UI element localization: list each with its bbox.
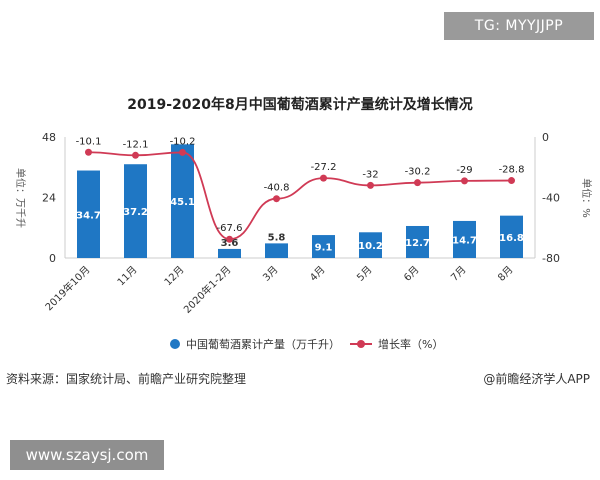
growth-point	[320, 174, 327, 182]
y-tick-label: 24	[42, 192, 56, 205]
growth-value-label: -29	[456, 165, 472, 176]
x-tick-label: 3月	[261, 264, 281, 284]
growth-point	[414, 179, 421, 187]
growth-value-label: -30.2	[405, 167, 431, 178]
bar-value-label: 12.7	[405, 238, 430, 249]
growth-line-series	[85, 148, 515, 243]
bar	[218, 248, 241, 258]
watermark-top: TG: MYYJJPP	[444, 12, 594, 40]
bar-value-label: 34.7	[76, 210, 101, 221]
y2-tick-label: -40	[542, 192, 560, 205]
x-tick-label: 4月	[308, 264, 328, 284]
chart-title: 2019-2020年8月中国葡萄酒累计产量统计及增长情况	[127, 97, 473, 113]
source-note: 资料来源：国家统计局、前瞻产业研究院整理	[6, 372, 247, 386]
legend-item-production: 中国葡萄酒累计产量（万千升）	[170, 336, 340, 352]
growth-value-label: -10.2	[170, 136, 196, 147]
x-tick-label: 12月	[162, 264, 187, 289]
bar-value-label: 14.7	[452, 235, 477, 246]
legend-label-growth: 增长率（%）	[378, 338, 444, 351]
y-tick-label: 48	[42, 131, 56, 144]
growth-line	[88, 151, 512, 241]
bar-value-label: 37.2	[123, 207, 148, 218]
growth-value-label: -32	[362, 169, 378, 180]
bar-value-label: 9.1	[315, 243, 333, 254]
data-labels: 34.7 37.2 45.1 3.6 5.8 9.1 10.2 12.7 14.7 16.8 -10…	[76, 136, 525, 253]
x-tick-label: 5月	[355, 264, 375, 284]
bar-value-label: 3.6	[221, 238, 239, 249]
bar	[406, 225, 429, 258]
x-tick-label: 2020年1-2月	[181, 263, 234, 316]
y-axis-label: 单位：万千升	[14, 168, 27, 228]
y2-tick-label: 0	[542, 131, 549, 144]
growth-value-label: -27.2	[311, 162, 337, 173]
legend-item-growth: 增长率（%）	[350, 336, 443, 352]
bar-value-label: 45.1	[170, 197, 195, 208]
y2-axis-label: 单位：%	[580, 178, 593, 218]
bar	[171, 144, 194, 258]
growth-point	[367, 181, 374, 189]
growth-point	[179, 148, 186, 156]
y-tick-label: 0	[49, 252, 56, 265]
x-tick-label: 8月	[496, 264, 516, 284]
growth-point	[132, 151, 139, 159]
growth-point	[508, 177, 515, 185]
x-tick-label: 11月	[115, 264, 140, 289]
legend-label-production: 中国葡萄酒累计产量（万千升）	[186, 338, 340, 351]
growth-value-label: -40.8	[264, 183, 290, 194]
bar-series	[77, 144, 523, 258]
bar	[124, 164, 147, 258]
growth-point	[226, 235, 233, 243]
bar	[453, 220, 476, 258]
bar	[312, 235, 335, 258]
bar	[359, 232, 382, 258]
x-tick-label: 2019年10月	[42, 263, 92, 313]
bar-value-label: 5.8	[268, 232, 286, 243]
credit-note: @前瞻经济学人APP	[483, 372, 590, 386]
growth-point	[273, 195, 280, 203]
growth-value-label: -10.1	[76, 136, 102, 147]
growth-point	[461, 177, 468, 185]
growth-point	[85, 148, 92, 156]
x-tick-label: 7月	[449, 264, 469, 284]
bar	[77, 170, 100, 258]
growth-value-label: -12.1	[123, 139, 149, 150]
y2-tick-label: -80	[542, 252, 560, 265]
legend: 中国葡萄酒累计产量（万千升） 增长率（%）	[0, 336, 600, 356]
growth-value-label: -28.8	[499, 165, 525, 176]
legend-bar-swatch	[170, 339, 180, 349]
watermark-bottom: www.szaysj.com	[10, 440, 164, 470]
x-tick-label: 6月	[402, 264, 422, 284]
bar-value-label: 16.8	[499, 233, 524, 244]
bar	[265, 243, 288, 258]
legend-line-swatch	[350, 339, 372, 349]
bar	[500, 215, 523, 258]
growth-value-label: -67.6	[217, 223, 243, 234]
bar-value-label: 10.2	[358, 241, 383, 252]
